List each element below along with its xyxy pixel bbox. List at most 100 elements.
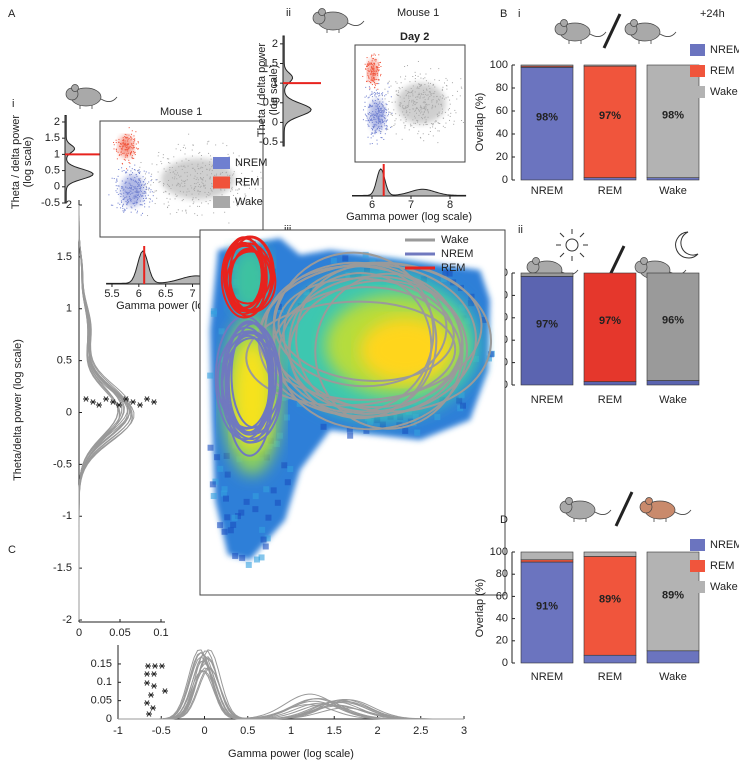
cloud-dot: [422, 102, 424, 104]
mouse-ear: [640, 257, 648, 265]
cloud-dot: [379, 107, 381, 109]
cloud-dot: [375, 111, 377, 113]
cloud-dot: [238, 188, 240, 190]
cloud-dot: [432, 93, 434, 95]
heatmap-cell: [207, 372, 214, 379]
cloud-dot: [405, 120, 407, 122]
cloud-dot: [414, 91, 416, 93]
cloud-dot: [394, 123, 396, 125]
cloud-dot: [260, 171, 262, 173]
cloud-dot: [426, 94, 428, 96]
cloud-dot: [128, 182, 130, 184]
cloud-dot: [126, 154, 128, 156]
legend-swatch: [690, 44, 705, 56]
y-axis-label: Theta / delta power: [10, 115, 22, 210]
cloud-dot: [380, 103, 382, 105]
cloud-dot: [140, 185, 142, 187]
cloud-dot: [384, 120, 386, 122]
cloud-dot: [124, 149, 126, 151]
cloud-dot: [390, 85, 392, 87]
cloud-dot: [382, 101, 384, 103]
cloud-dot: [402, 111, 404, 113]
cloud-dot: [133, 138, 135, 140]
cloud-dot: [222, 171, 224, 173]
cloud-dot: [368, 77, 370, 79]
cloud-dot: [130, 206, 132, 208]
heatmap-cell: [487, 351, 494, 358]
cloud-dot: [151, 163, 153, 165]
cloud-dot: [434, 91, 436, 93]
cloud-dot: [448, 107, 450, 109]
cloud-dot: [427, 110, 429, 112]
cloud-dot: [197, 190, 199, 192]
cloud-dot: [133, 142, 135, 144]
heatmap-cell: [231, 514, 238, 521]
cloud-dot: [369, 106, 371, 108]
x-tick-label: REM: [598, 671, 622, 683]
cloud-dot: [374, 78, 376, 80]
bar-segment: [583, 65, 637, 179]
cloud-dot: [127, 200, 129, 202]
cloud-dot: [378, 130, 380, 132]
cloud-dot: [208, 140, 210, 142]
cloud-dot: [364, 63, 366, 65]
cloud-dot: [424, 102, 426, 104]
cloud-dot: [227, 153, 229, 155]
cloud-dot: [388, 80, 390, 82]
cloud-dot: [372, 70, 374, 72]
y-axis-label: (log scale): [22, 137, 34, 188]
cloud-dot: [414, 71, 416, 73]
bar-segment: [520, 67, 574, 181]
heatmap-cell: [222, 495, 229, 502]
cloud-dot: [370, 73, 372, 75]
cloud-dot: [378, 69, 380, 71]
cloud-dot: [420, 105, 422, 107]
cloud-dot: [416, 98, 418, 100]
cloud-dot: [172, 171, 174, 173]
heatmap-cell: [220, 490, 227, 497]
cloud-dot: [175, 185, 177, 187]
cloud-dot: [198, 168, 200, 170]
y-tick-label: 0.1: [97, 676, 112, 688]
cloud-dot: [123, 211, 125, 213]
cloud-dot: [431, 108, 433, 110]
heatmap-cell: [265, 514, 272, 521]
cloud-dot: [429, 92, 431, 94]
cloud-dot: [372, 99, 374, 101]
asterisk: [90, 399, 96, 405]
cloud-dot: [191, 163, 193, 165]
cloud-dot: [371, 78, 373, 80]
x-tick-label: 6: [369, 199, 375, 211]
cloud-dot: [169, 169, 171, 171]
cloud-dot: [412, 99, 414, 101]
cloud-dot: [130, 136, 132, 138]
cloud-dot: [406, 65, 408, 67]
cloud-dot: [425, 121, 427, 123]
cloud-dot: [209, 178, 211, 180]
cloud-dot: [418, 114, 420, 116]
cloud-dot: [378, 120, 380, 122]
cloud-dot: [144, 177, 146, 179]
cloud-dot: [192, 167, 194, 169]
cloud-dot: [190, 174, 192, 176]
asterisk: [110, 399, 116, 405]
cloud-dot: [383, 108, 385, 110]
cloud-dot: [122, 137, 124, 139]
cloud-dot: [378, 83, 380, 85]
cloud-dot: [405, 112, 407, 114]
cloud-dot: [440, 103, 442, 105]
cloud-dot: [377, 104, 379, 106]
cloud-dot: [212, 165, 214, 167]
cloud-dot: [173, 178, 175, 180]
cloud-dot: [130, 185, 132, 187]
cloud-dot: [192, 144, 194, 146]
cloud-dot: [212, 164, 214, 166]
heatmap-cell: [480, 316, 487, 323]
cloud-dot: [130, 151, 132, 153]
cloud-dot: [202, 167, 204, 169]
cloud-dot: [373, 64, 375, 66]
cloud-dot: [128, 195, 130, 197]
bar-segment: [520, 276, 574, 386]
cloud-dot: [441, 94, 443, 96]
cloud-dot: [125, 172, 127, 174]
